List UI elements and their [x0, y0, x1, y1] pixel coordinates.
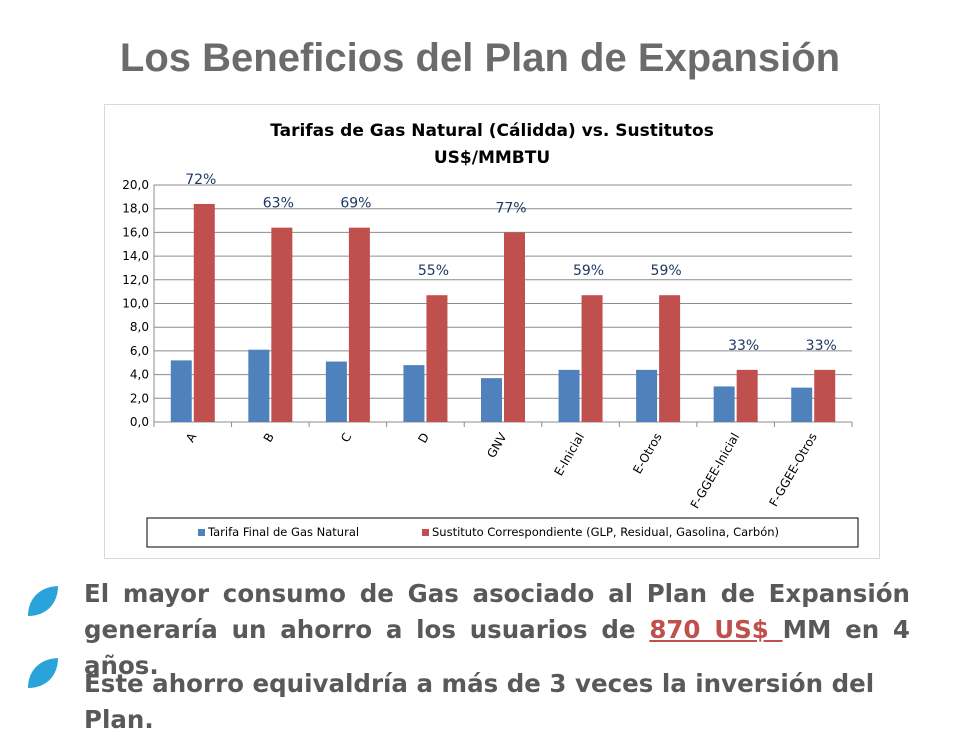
y-tick-label: 18,0	[122, 202, 149, 216]
bar-sustituto	[736, 369, 758, 422]
data-label-percent: 69%	[340, 196, 371, 212]
y-tick-label: 16,0	[122, 225, 149, 239]
x-category-label: B	[261, 431, 277, 445]
chart-subtitle: US$/MMBTU	[434, 148, 550, 168]
y-tick-label: 0,0	[130, 415, 149, 429]
bullet-savings-prefix: El mayor consumo de Gas asociado al Plan…	[84, 579, 910, 644]
x-category-label: F-GGEE-Inicial	[688, 431, 743, 512]
legend-entry: Tarifa Final de Gas Natural	[207, 525, 359, 539]
data-label-percent: 55%	[418, 263, 449, 279]
x-category-label: E-Otros	[630, 431, 664, 477]
y-tick-label: 6,0	[130, 344, 149, 358]
slide-title: Los Beneficios del Plan de Expansión	[119, 36, 841, 80]
data-label-percent: 59%	[573, 263, 604, 279]
y-tick-label: 10,0	[122, 297, 149, 311]
data-label-percent: 33%	[728, 338, 759, 354]
bar-tarifa-gas-natural	[403, 365, 425, 422]
bar-tarifa-gas-natural	[248, 349, 270, 422]
bar-tarifa-gas-natural	[713, 386, 735, 422]
bar-tarifa-gas-natural	[791, 387, 813, 422]
bullet-savings-text: El mayor consumo de Gas asociado al Plan…	[84, 576, 910, 684]
data-label-percent: 59%	[651, 263, 682, 279]
chart-frame	[104, 104, 880, 559]
bar-tarifa-gas-natural	[481, 378, 502, 422]
data-label-percent: 33%	[806, 338, 837, 354]
data-label-percent: 72%	[185, 172, 216, 188]
x-category-label: D	[415, 431, 432, 446]
y-tick-label: 4,0	[130, 368, 149, 382]
data-label-percent: 63%	[263, 196, 294, 212]
bar-sustituto	[814, 369, 836, 422]
x-category-label: E-Inicial	[552, 431, 588, 479]
legend-swatch	[422, 529, 429, 536]
x-category-label: F-GGEE-Otros	[766, 431, 819, 509]
chart-title: Tarifas de Gas Natural (Cálidda) vs. Sus…	[270, 121, 714, 141]
bar-chart: Tarifas de Gas Natural (Cálidda) vs. Sus…	[122, 121, 859, 548]
bar-sustituto	[504, 232, 525, 422]
bar-sustituto	[426, 295, 448, 422]
legend-entry: Sustituto Correspondiente (GLP, Residual…	[432, 525, 779, 539]
y-tick-label: 12,0	[122, 273, 149, 287]
y-tick-label: 8,0	[130, 320, 149, 334]
x-category-label: C	[338, 431, 354, 445]
leaf-bullet-icon	[28, 586, 58, 616]
leaf-bullet-icon	[28, 658, 58, 688]
bar-tarifa-gas-natural	[325, 361, 347, 422]
bullet-savings-suffix: MM en 4 años.	[84, 615, 910, 680]
data-label-percent: 77%	[495, 200, 526, 216]
y-tick-label: 2,0	[130, 391, 149, 405]
legend-swatch	[198, 529, 205, 536]
bar-tarifa-gas-natural	[170, 360, 192, 422]
bar-sustituto	[659, 295, 681, 422]
bar-sustituto	[348, 227, 370, 422]
bar-sustituto	[581, 295, 603, 422]
bullet-investment-text: Este ahorro equivaldría a más de 3 veces…	[84, 669, 875, 734]
y-tick-label: 20,0	[122, 178, 149, 192]
bar-tarifa-gas-natural	[558, 369, 580, 422]
bar-sustituto	[271, 227, 293, 422]
x-category-label: GNV	[484, 430, 510, 461]
bar-sustituto	[193, 203, 215, 422]
bar-tarifa-gas-natural	[636, 369, 658, 422]
y-tick-label: 14,0	[122, 249, 149, 263]
savings-amount: 870 US$	[649, 615, 783, 644]
legend-box	[146, 517, 859, 548]
x-category-label: A	[183, 430, 200, 445]
